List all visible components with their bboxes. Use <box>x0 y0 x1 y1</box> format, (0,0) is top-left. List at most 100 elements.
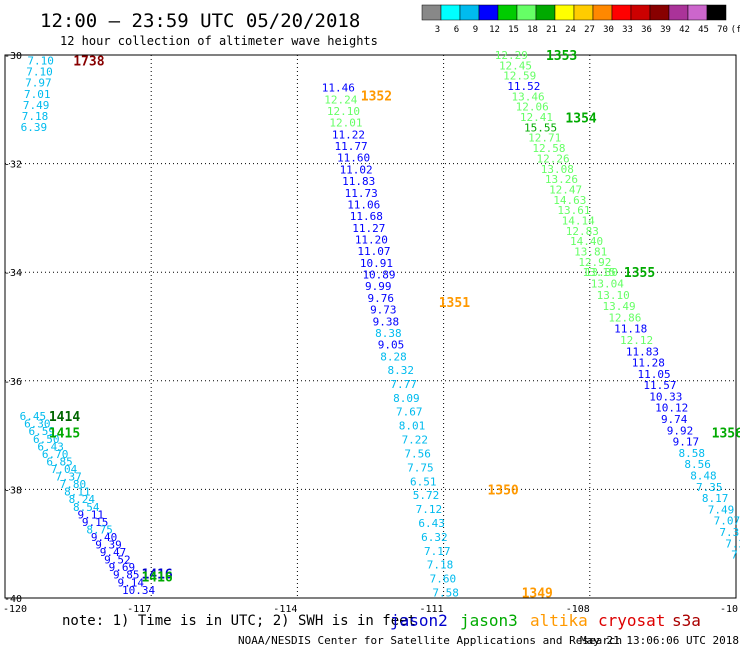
swh-value: 11.02 <box>340 163 373 176</box>
swh-value: 11.22 <box>332 128 365 141</box>
x-tick-label: -111 <box>420 604 444 615</box>
colorbar-swatch <box>592 4 613 21</box>
swh-value: 7.07 <box>714 515 740 528</box>
swh-value: 11.05 <box>638 368 671 381</box>
swh-value: 7.04 <box>51 463 78 476</box>
swh-value: 8.58 <box>678 447 705 460</box>
colorbar-swatch <box>478 4 499 21</box>
swh-value: 9.15 <box>82 516 109 529</box>
swh-value: 12.47 <box>549 183 582 196</box>
swh-value: 15.55 <box>524 121 557 134</box>
swh-value: 10.12 <box>655 402 688 415</box>
swh-value: 7.67 <box>396 406 423 419</box>
colorbar-label: 42 <box>679 25 690 35</box>
colorbar-swatch <box>649 4 670 21</box>
track-time-label: 1354 <box>565 111 596 126</box>
colorbar-label: 33 <box>622 25 633 35</box>
swh-value: 10.91 <box>360 257 393 270</box>
colorbar-swatch <box>535 4 556 21</box>
swh-value: 11.28 <box>632 357 665 370</box>
swh-value: 7.12 <box>416 503 443 516</box>
swh-value: 13.08 <box>541 163 574 176</box>
swh-value: 9.52 <box>104 554 131 567</box>
swh-value: 10.33 <box>649 390 682 403</box>
swh-value: 6.43 <box>418 517 445 530</box>
swh-value: 11.27 <box>352 222 385 235</box>
colorbar-label: 3 <box>435 25 440 35</box>
colorbar-swatch <box>668 4 689 21</box>
colorbar-label: 45 <box>698 25 709 35</box>
colorbar-swatch <box>611 4 632 21</box>
swh-value: 7.18 <box>427 559 454 572</box>
swh-value: 7.75 <box>407 461 434 474</box>
colorbar-label: 39 <box>660 25 671 35</box>
swh-value: 11.57 <box>643 379 676 392</box>
chart-subtitle: 12 hour collection of altimeter wave hei… <box>60 34 378 48</box>
colorbar-swatch <box>497 4 518 21</box>
y-tick-label: -30 <box>4 51 22 62</box>
swh-value: 7.17 <box>424 545 451 558</box>
swh-value: 13.15 <box>582 266 615 279</box>
swh-value: 7.20 <box>725 537 740 550</box>
y-tick-label: -34 <box>4 268 22 279</box>
swh-value: 7.01 <box>24 88 51 101</box>
colorbar-swatch <box>421 4 442 21</box>
y-tick-label: -32 <box>4 160 22 171</box>
track-time-label: 1356 <box>712 426 740 441</box>
colorbar-label: 27 <box>584 25 595 35</box>
swh-value: 9.40 <box>91 531 118 544</box>
swh-value: 13.10 <box>597 289 630 302</box>
swh-value: 13.61 <box>557 204 590 217</box>
colorbar-swatch <box>706 4 727 21</box>
swh-value: 6.59 <box>29 425 56 438</box>
swh-value: 8.24 <box>69 493 96 506</box>
track-time-label: 1351 <box>439 296 470 311</box>
grid-lines <box>5 55 736 598</box>
y-tick-labels: -30 -32 -34 -36 -38 -40 <box>4 51 22 605</box>
swh-value: 8.38 <box>375 327 402 340</box>
swh-value: 6.45 <box>20 410 47 423</box>
swh-value: 13.30 <box>585 266 618 279</box>
swh-value: 10.34 <box>122 584 155 597</box>
swh-value: 8.28 <box>380 350 407 363</box>
swh-value: 11.46 <box>322 82 355 95</box>
satellite-legend-altika: altika <box>530 611 588 630</box>
swh-value: 8.09 <box>393 392 420 405</box>
swh-value: 12.41 <box>520 111 553 124</box>
swh-value: 12.24 <box>324 93 357 106</box>
swh-value: 7.10 <box>27 54 54 67</box>
satellite-tracks: 7.107.107.977.017.497.186.39173811.4612.… <box>20 49 740 602</box>
swh-value: 12.83 <box>566 225 599 238</box>
swh-value: 12.10 <box>327 105 360 118</box>
swh-value: 9.76 <box>368 292 395 305</box>
satellite-legend-s3a: s3a <box>672 611 701 630</box>
swh-value: 8.54 <box>73 501 100 514</box>
swh-value: 9.99 <box>365 280 392 293</box>
swh-value: 11.18 <box>614 323 647 336</box>
track-time-label: 1416 <box>141 568 172 583</box>
track-time-label: 1416 <box>141 570 172 585</box>
track-time-label: 1738 <box>73 54 104 69</box>
swh-value: 9.14 <box>118 576 145 589</box>
swh-value: 7.38 <box>719 526 740 539</box>
colorbar-label: 24 <box>565 25 576 35</box>
colorbar-label: 9 <box>473 25 478 35</box>
colorbar-label: 36 <box>641 25 652 35</box>
swh-value: 5.72 <box>413 489 440 502</box>
footer-note: note: 1) Time is in UTC; 2) SWH is in fe… <box>62 613 416 629</box>
swh-value: 11.20 <box>355 234 388 247</box>
swh-value: 12.71 <box>528 132 561 145</box>
swh-value: 14.14 <box>562 214 595 227</box>
swh-value: 7.80 <box>60 478 87 491</box>
swh-value: 7.77 <box>390 378 417 391</box>
swh-value: 7.56 <box>404 447 431 460</box>
swh-value: 7.60 <box>430 573 457 586</box>
swh-value: 11.06 <box>347 198 380 211</box>
swh-value: 11.83 <box>626 345 659 358</box>
track-time-label: 1352 <box>361 90 392 105</box>
track-time-label: 1415 <box>49 426 80 441</box>
swh-value: 11.73 <box>345 187 378 200</box>
swh-value: 9.74 <box>661 413 688 426</box>
colorbar-swatch <box>687 4 708 21</box>
